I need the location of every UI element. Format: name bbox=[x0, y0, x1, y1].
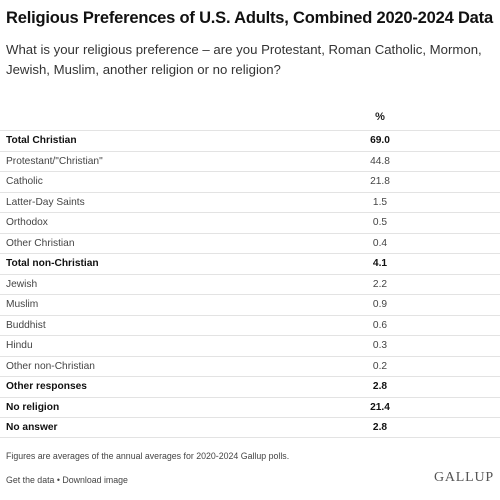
chart-title: Religious Preferences of U.S. Adults, Co… bbox=[6, 9, 493, 27]
table-row: Hindu 0.3 bbox=[0, 335, 500, 356]
row-value: 44.8 bbox=[370, 155, 390, 167]
row-value: 0.3 bbox=[372, 340, 388, 351]
row-value: 0.5 bbox=[372, 217, 388, 228]
table-row: Other non-Christian 0.2 bbox=[0, 355, 500, 377]
row-label: Protestant/"Christian" bbox=[6, 155, 103, 167]
table-row: Buddhist 0.6 bbox=[0, 314, 500, 336]
row-label: Catholic bbox=[6, 176, 43, 187]
row-label: Other Christian bbox=[6, 237, 75, 249]
row-label: Other responses bbox=[6, 381, 87, 392]
row-label: Latter-Day Saints bbox=[6, 196, 85, 208]
row-label: Muslim bbox=[6, 299, 39, 310]
table-row: Catholic 21.8 bbox=[0, 171, 500, 192]
row-value: 1.5 bbox=[372, 196, 388, 208]
row-value: 69.0 bbox=[370, 135, 390, 146]
row-value: 21.4 bbox=[370, 401, 390, 413]
row-label: No answer bbox=[6, 422, 58, 433]
table-row: Total non-Christian 4.1 bbox=[0, 253, 500, 274]
row-value: 2.8 bbox=[372, 381, 388, 392]
table-row: Orthodox 0.5 bbox=[0, 212, 500, 233]
row-value: 0.2 bbox=[372, 360, 388, 372]
row-label: Other non-Christian bbox=[6, 360, 95, 372]
table-row: Latter-Day Saints 1.5 bbox=[0, 191, 500, 213]
footnote: Figures are averages of the annual avera… bbox=[6, 451, 290, 461]
row-label: Total non-Christian bbox=[6, 258, 99, 269]
table-row: Protestant/"Christian" 44.8 bbox=[0, 150, 500, 172]
data-table: Total Christian 69.0 Protestant/"Christian… bbox=[0, 130, 500, 438]
download-image-link[interactable]: Download image bbox=[62, 475, 128, 485]
row-label: Buddhist bbox=[6, 319, 46, 331]
row-value: 0.9 bbox=[372, 299, 388, 310]
row-label: Total Christian bbox=[6, 135, 77, 146]
row-value: 2.2 bbox=[372, 278, 388, 290]
row-value: 21.8 bbox=[370, 176, 390, 187]
row-value: 0.6 bbox=[372, 319, 388, 331]
table-row: No answer 2.8 bbox=[0, 417, 500, 438]
row-value: 2.8 bbox=[372, 422, 388, 433]
row-value: 0.4 bbox=[372, 237, 388, 249]
footer-links: Get the data • Download image bbox=[6, 475, 128, 485]
link-separator: • bbox=[54, 475, 63, 485]
row-label: Orthodox bbox=[6, 217, 48, 228]
row-label: No religion bbox=[6, 401, 60, 413]
chart-subtitle: What is your religious preference – are … bbox=[6, 42, 482, 77]
table-row: Other Christian 0.4 bbox=[0, 232, 500, 254]
row-value: 4.1 bbox=[372, 258, 388, 269]
row-label: Jewish bbox=[6, 278, 38, 290]
get-data-link[interactable]: Get the data bbox=[6, 475, 55, 485]
table-row: Other responses 2.8 bbox=[0, 376, 500, 397]
column-header: % bbox=[375, 111, 385, 123]
table-row: Muslim 0.9 bbox=[0, 294, 500, 315]
table-row: No religion 21.4 bbox=[0, 396, 500, 418]
table-row: Jewish 2.2 bbox=[0, 273, 500, 295]
row-label: Hindu bbox=[6, 340, 33, 351]
gallup-logo: GALLUP bbox=[433, 470, 494, 485]
table-row: Total Christian 69.0 bbox=[0, 130, 500, 151]
